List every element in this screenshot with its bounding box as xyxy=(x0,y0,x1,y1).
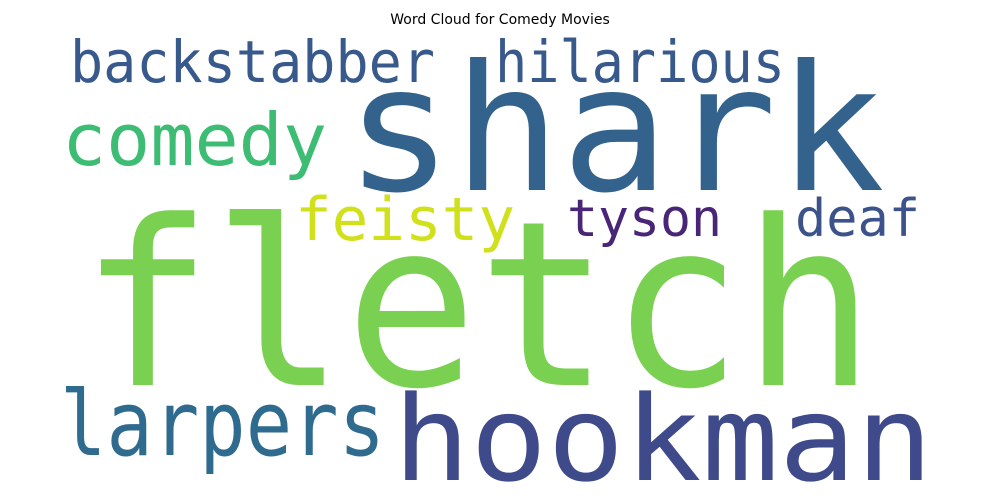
word-fletch: fletch xyxy=(80,173,875,440)
word-hilarious: hilarious xyxy=(495,28,785,96)
word-feisty: feisty xyxy=(295,185,515,255)
word-deaf: deaf xyxy=(795,189,920,249)
word-comedy: comedy xyxy=(62,98,327,182)
word-hookman: hookman xyxy=(393,370,933,500)
word-larpers: larpers xyxy=(60,372,385,477)
word-tyson: tyson xyxy=(567,189,722,249)
word-backstabber: backstabber xyxy=(70,28,435,96)
chart-title: Word Cloud for Comedy Movies xyxy=(390,12,610,28)
word-shark: shark xyxy=(345,29,885,232)
